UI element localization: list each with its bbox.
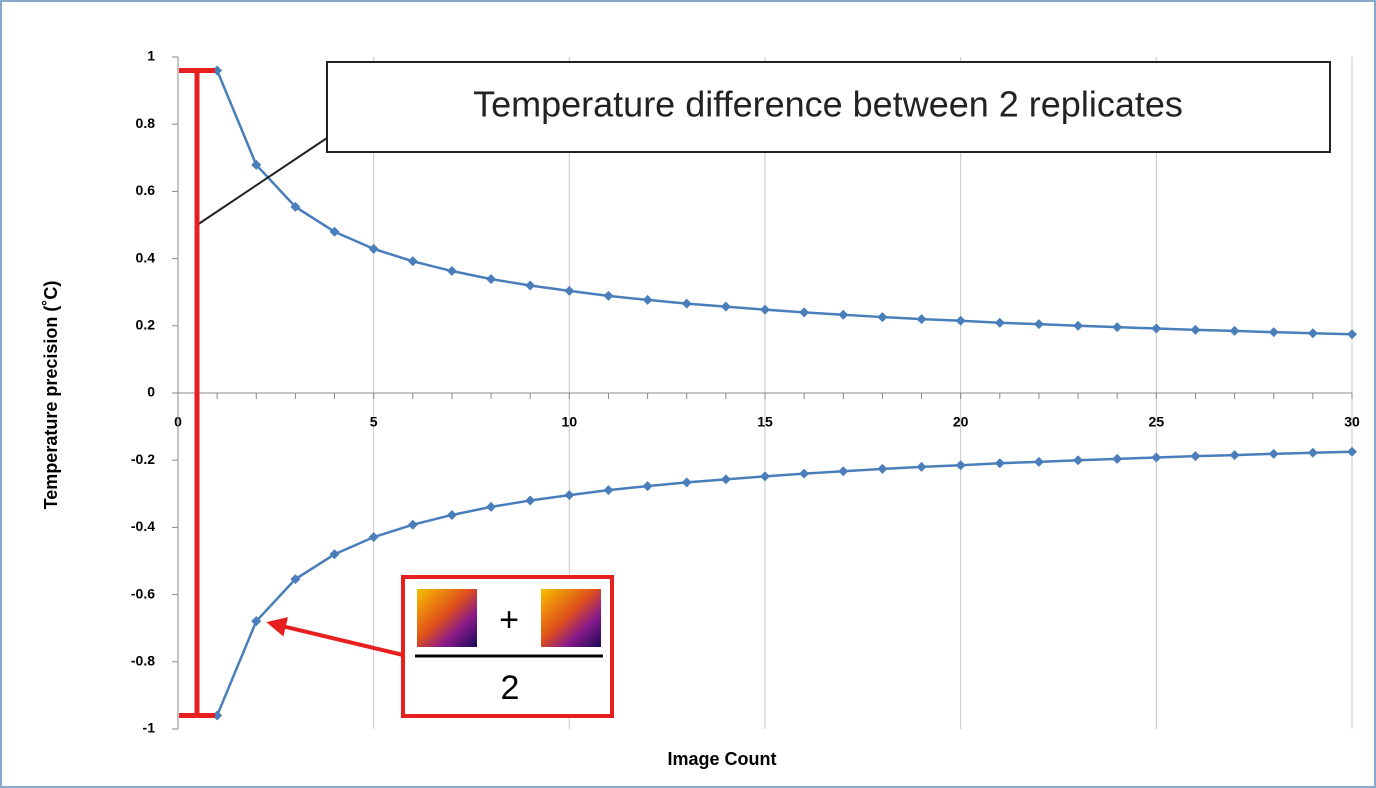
denominator: 2 [501,669,520,707]
plus-sign: + [499,601,519,639]
y-tick-label: -0.4 [131,518,155,534]
y-tick-label: 0.6 [136,182,156,198]
thermal-image [417,589,477,647]
x-tick-label: 5 [370,414,378,430]
y-tick-label: 0.8 [136,115,156,131]
y-tick-label: -0.6 [131,585,155,601]
formula-box: + 2 [403,577,612,716]
y-tick-label: 0.4 [136,249,156,265]
y-tick-label: -0.2 [131,451,155,467]
y-tick-label: 0.2 [136,317,156,333]
y-tick-label: -0.8 [131,653,155,669]
y-tick-label: 1 [147,48,155,64]
x-tick-label: 25 [1149,414,1165,430]
chart: Temperature precision (˚C) Image Count 0… [0,0,1376,788]
x-axis-title: Image Count [667,749,776,769]
x-tick-label: 10 [562,414,578,430]
y-tick-label: -1 [143,720,156,736]
y-tick-label: 0 [147,384,155,400]
callout-text: Temperature difference between 2 replica… [473,84,1183,125]
x-tick-label: 15 [757,414,773,430]
y-axis-title: Temperature precision (˚C) [41,281,61,510]
x-tick-label: 30 [1344,414,1360,430]
x-tick-label: 20 [953,414,969,430]
thermal-image [541,589,601,647]
